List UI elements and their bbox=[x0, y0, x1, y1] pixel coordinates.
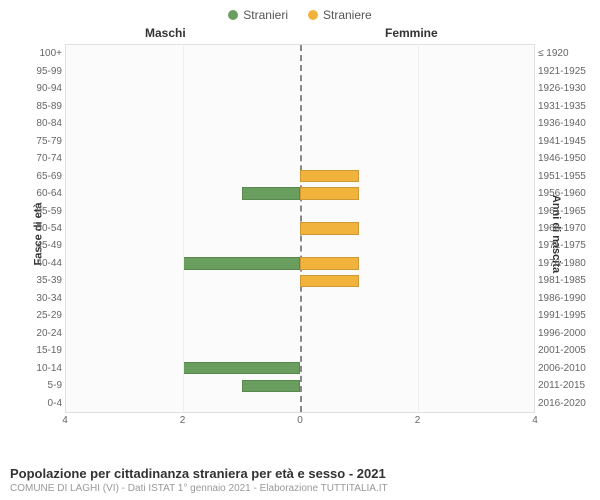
age-tick: 10-14 bbox=[24, 363, 62, 374]
age-row: 15-192001-2005 bbox=[66, 342, 534, 359]
age-tick: 75-79 bbox=[24, 136, 62, 147]
age-row: 40-441976-1980 bbox=[66, 255, 534, 272]
age-row: 10-142006-2010 bbox=[66, 360, 534, 377]
header-femmine: Femmine bbox=[385, 26, 438, 40]
age-tick: 45-49 bbox=[24, 240, 62, 251]
age-tick: 80-84 bbox=[24, 118, 62, 129]
birth-tick: 1936-1940 bbox=[538, 118, 592, 129]
chart-title: Popolazione per cittadinanza straniera p… bbox=[10, 466, 590, 481]
birth-tick: 1926-1930 bbox=[538, 83, 592, 94]
chart-area: Maschi Femmine Fasce di età Anni di nasc… bbox=[5, 26, 595, 441]
birth-tick: 1921-1925 bbox=[538, 66, 592, 77]
birth-tick: ≤ 1920 bbox=[538, 48, 592, 59]
legend-dot-f bbox=[308, 10, 318, 20]
age-tick: 60-64 bbox=[24, 188, 62, 199]
birth-tick: 1991-1995 bbox=[538, 310, 592, 321]
legend-item-m: Stranieri bbox=[228, 8, 288, 22]
age-row: 55-591961-1965 bbox=[66, 202, 534, 219]
bar-female bbox=[300, 222, 359, 234]
birth-tick: 1981-1985 bbox=[538, 275, 592, 286]
bar-male bbox=[242, 187, 301, 199]
birth-tick: 1946-1950 bbox=[538, 153, 592, 164]
age-tick: 30-34 bbox=[24, 293, 62, 304]
age-tick: 90-94 bbox=[24, 83, 62, 94]
birth-tick: 1971-1975 bbox=[538, 240, 592, 251]
plot: 100+≤ 192095-991921-192590-941926-193085… bbox=[65, 44, 535, 413]
bar-male bbox=[242, 380, 301, 392]
age-tick: 35-39 bbox=[24, 275, 62, 286]
age-row: 70-741946-1950 bbox=[66, 150, 534, 167]
x-tick: 4 bbox=[62, 415, 68, 426]
age-row: 50-541966-1970 bbox=[66, 220, 534, 237]
birth-tick: 1951-1955 bbox=[538, 171, 592, 182]
birth-tick: 2001-2005 bbox=[538, 345, 592, 356]
birth-tick: 1996-2000 bbox=[538, 328, 592, 339]
chart-subtitle: COMUNE DI LAGHI (VI) - Dati ISTAT 1° gen… bbox=[10, 483, 590, 494]
age-row: 85-891931-1935 bbox=[66, 97, 534, 114]
birth-tick: 1931-1935 bbox=[538, 101, 592, 112]
bar-male bbox=[183, 362, 300, 374]
gridline bbox=[183, 44, 184, 413]
age-row: 35-391981-1985 bbox=[66, 272, 534, 289]
birth-tick: 2006-2010 bbox=[538, 363, 592, 374]
age-tick: 20-24 bbox=[24, 328, 62, 339]
gridline bbox=[418, 44, 419, 413]
age-tick: 0-4 bbox=[24, 398, 62, 409]
age-tick: 100+ bbox=[24, 48, 62, 59]
age-tick: 5-9 bbox=[24, 380, 62, 391]
x-tick: 0 bbox=[297, 415, 303, 426]
legend-label-m: Stranieri bbox=[243, 8, 288, 22]
age-tick: 25-29 bbox=[24, 310, 62, 321]
age-row: 100+≤ 1920 bbox=[66, 45, 534, 62]
age-tick: 40-44 bbox=[24, 258, 62, 269]
header-maschi: Maschi bbox=[145, 26, 186, 40]
age-row: 65-691951-1955 bbox=[66, 167, 534, 184]
age-row: 20-241996-2000 bbox=[66, 325, 534, 342]
age-tick: 70-74 bbox=[24, 153, 62, 164]
x-tick: 4 bbox=[532, 415, 538, 426]
bar-female bbox=[300, 257, 359, 269]
bar-male bbox=[183, 257, 300, 269]
age-tick: 55-59 bbox=[24, 206, 62, 217]
birth-tick: 1956-1960 bbox=[538, 188, 592, 199]
x-tick: 2 bbox=[180, 415, 186, 426]
birth-tick: 2011-2015 bbox=[538, 380, 592, 391]
age-tick: 15-19 bbox=[24, 345, 62, 356]
age-row: 30-341986-1990 bbox=[66, 290, 534, 307]
age-row: 25-291991-1995 bbox=[66, 307, 534, 324]
age-row: 90-941926-1930 bbox=[66, 80, 534, 97]
age-row: 0-42016-2020 bbox=[66, 395, 534, 412]
bar-female bbox=[300, 187, 359, 199]
footer: Popolazione per cittadinanza straniera p… bbox=[10, 466, 590, 494]
bar-female bbox=[300, 275, 359, 287]
age-tick: 50-54 bbox=[24, 223, 62, 234]
legend: Stranieri Straniere bbox=[0, 0, 600, 26]
age-tick: 85-89 bbox=[24, 101, 62, 112]
age-row: 45-491971-1975 bbox=[66, 237, 534, 254]
age-row: 60-641956-1960 bbox=[66, 185, 534, 202]
birth-tick: 1986-1990 bbox=[538, 293, 592, 304]
age-tick: 95-99 bbox=[24, 66, 62, 77]
age-row: 80-841936-1940 bbox=[66, 115, 534, 132]
age-row: 75-791941-1945 bbox=[66, 132, 534, 149]
age-tick: 65-69 bbox=[24, 171, 62, 182]
legend-item-f: Straniere bbox=[308, 8, 372, 22]
birth-tick: 2016-2020 bbox=[538, 398, 592, 409]
birth-tick: 1961-1965 bbox=[538, 206, 592, 217]
age-row: 95-991921-1925 bbox=[66, 62, 534, 79]
birth-tick: 1966-1970 bbox=[538, 223, 592, 234]
x-tick: 2 bbox=[415, 415, 421, 426]
birth-tick: 1941-1945 bbox=[538, 136, 592, 147]
age-row: 5-92011-2015 bbox=[66, 377, 534, 394]
legend-dot-m bbox=[228, 10, 238, 20]
legend-label-f: Straniere bbox=[323, 8, 372, 22]
bar-female bbox=[300, 170, 359, 182]
birth-tick: 1976-1980 bbox=[538, 258, 592, 269]
x-axis: 4 2 0 2 4 bbox=[65, 415, 535, 431]
